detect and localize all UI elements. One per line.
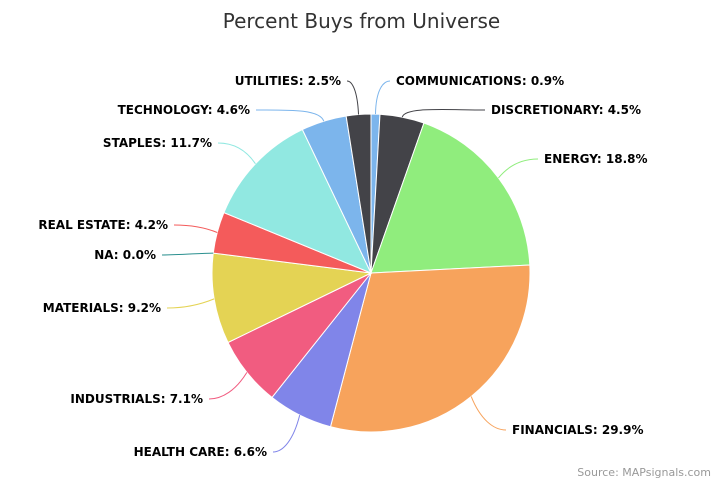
label-health-care: HEALTH CARE: 6.6% [134,445,267,459]
slice-energy[interactable] [370,122,531,274]
slice-staples[interactable] [223,128,373,274]
connector-discretionary [401,109,486,118]
chart-title: Percent Buys from Universe [223,9,500,33]
label-discretionary: DISCRETIONARY: 4.5% [491,103,641,117]
connector-na [161,252,214,256]
connector-energy [498,158,539,179]
connector-financials [470,396,507,431]
label-materials: MATERIALS: 9.2% [43,301,161,315]
pie-slices [211,113,531,433]
connector-health-care [272,414,301,453]
label-technology: TECHNOLOGY: 4.6% [118,103,250,117]
connector-utilities [346,80,360,115]
label-communications: COMMUNICATIONS: 0.9% [396,74,564,88]
connector-materials [166,298,215,309]
connector-communications [374,80,391,115]
label-connectors [161,80,539,453]
chart-credit: Source: MAPsignals.com [577,466,711,479]
label-energy: ENERGY: 18.8% [544,152,648,166]
connector-staples [217,142,256,165]
label-industrials: INDUSTRIALS: 7.1% [70,392,203,406]
slice-materials[interactable] [211,252,373,344]
slice-labels: COMMUNICATIONS: 0.9% DISCRETIONARY: 4.5% E… [38,74,647,459]
label-financials: FINANCIALS: 29.9% [512,423,644,437]
connector-real-estate [173,224,218,233]
connector-technology [255,109,325,122]
label-utilities: UTILITIES: 2.5% [235,74,341,88]
label-real-estate: REAL ESTATE: 4.2% [38,218,168,232]
label-na: NA: 0.0% [94,248,156,262]
connector-industrials [208,372,248,400]
label-staples: STAPLES: 11.7% [103,136,212,150]
slice-financials[interactable] [329,264,531,433]
slice-utilities[interactable] [345,113,372,274]
